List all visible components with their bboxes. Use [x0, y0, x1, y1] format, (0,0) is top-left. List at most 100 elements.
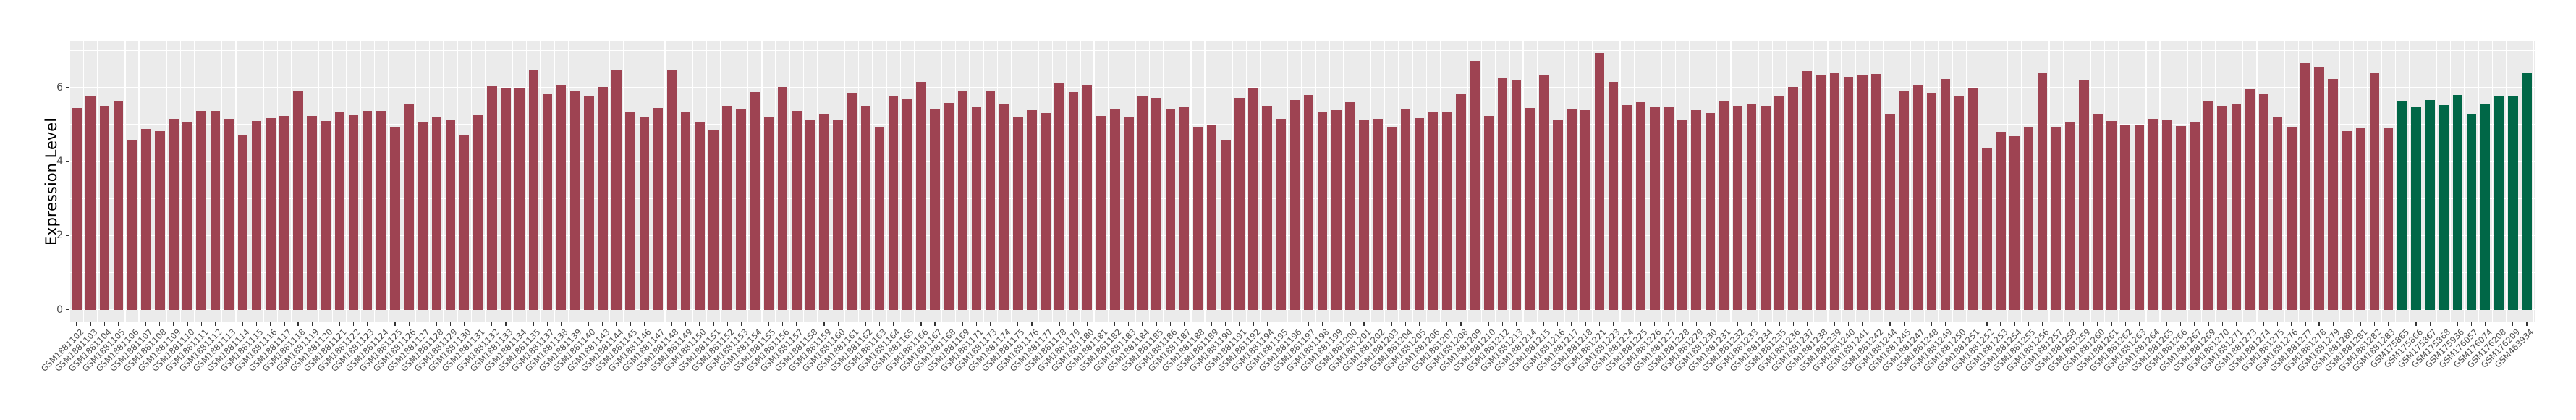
bar	[944, 102, 954, 310]
vertical-gridline	[443, 41, 444, 322]
x-tick-mark	[2373, 322, 2376, 326]
x-tick-mark	[1211, 322, 1213, 326]
bar	[431, 116, 442, 310]
vertical-gridline	[1868, 41, 1870, 322]
x-tick-mark	[2111, 322, 2112, 326]
x-tick-mark	[464, 322, 465, 326]
vertical-gridline	[235, 41, 237, 322]
bar	[2148, 119, 2158, 310]
x-tick-mark	[1640, 322, 1642, 326]
vertical-gridline	[761, 41, 763, 322]
bar	[2023, 127, 2034, 310]
vertical-gridline	[2242, 41, 2244, 322]
bar	[2245, 89, 2255, 310]
vertical-gridline	[138, 41, 140, 322]
vertical-gridline	[1398, 41, 1399, 322]
bar	[2287, 127, 2297, 310]
y-tick-mark	[65, 87, 69, 88]
major-gridline	[69, 86, 2535, 88]
bar	[1331, 110, 1342, 310]
bar	[2425, 99, 2435, 310]
x-tick-mark	[1072, 322, 1074, 326]
bar	[376, 110, 386, 310]
vertical-gridline	[1716, 41, 1718, 322]
vertical-gridline	[2491, 41, 2493, 322]
x-tick-mark	[643, 322, 645, 326]
x-tick-mark	[2083, 322, 2085, 326]
vertical-gridline	[318, 41, 320, 322]
bar	[2064, 122, 2075, 310]
x-tick-mark	[878, 322, 881, 326]
bar	[348, 115, 359, 310]
vertical-gridline	[816, 41, 818, 322]
vertical-gridline	[387, 41, 389, 322]
bar	[1940, 78, 1951, 310]
x-tick-mark	[1709, 322, 1711, 326]
x-tick-mark	[103, 322, 105, 326]
x-tick-mark	[740, 322, 742, 326]
bar	[1414, 118, 1425, 310]
vertical-gridline	[1315, 41, 1316, 322]
vertical-gridline	[2339, 41, 2341, 322]
bar	[639, 117, 650, 310]
bar	[2411, 107, 2421, 310]
bar	[1816, 75, 1826, 310]
bar	[501, 87, 511, 310]
bar	[695, 122, 705, 310]
vertical-gridline	[1107, 41, 1109, 322]
vertical-gridline	[996, 41, 998, 322]
x-tick-mark	[699, 322, 700, 326]
vertical-gridline	[719, 41, 721, 322]
bar	[1400, 109, 1411, 310]
x-tick-mark	[1404, 322, 1407, 326]
vertical-gridline	[124, 41, 126, 322]
x-tick-mark	[1128, 322, 1130, 326]
vertical-gridline	[1439, 41, 1441, 322]
x-tick-mark	[1515, 322, 1517, 326]
bar	[1622, 105, 1632, 310]
vertical-gridline	[802, 41, 804, 322]
bar	[1206, 124, 1217, 310]
bar	[1054, 83, 1064, 310]
vertical-gridline	[69, 41, 71, 322]
bar	[1179, 107, 1190, 310]
vertical-gridline	[775, 41, 776, 322]
vertical-gridline	[1052, 41, 1054, 322]
bar	[2051, 127, 2062, 310]
bar	[985, 91, 996, 310]
bar	[2272, 117, 2283, 310]
x-tick-mark	[491, 322, 493, 326]
x-tick-mark	[1931, 322, 1932, 326]
vertical-gridline	[1855, 41, 1856, 322]
bar	[1041, 113, 1051, 310]
vertical-gridline	[484, 41, 486, 322]
bar	[1262, 106, 1272, 310]
vertical-gridline	[82, 41, 85, 322]
x-tick-mark	[1239, 322, 1240, 326]
x-tick-mark	[1944, 322, 1946, 326]
x-tick-mark	[1751, 322, 1753, 326]
bar	[2342, 130, 2352, 310]
bar	[860, 106, 871, 310]
bar	[1456, 93, 1466, 310]
x-tick-mark	[145, 322, 147, 326]
bar	[1124, 116, 1134, 310]
bar	[1082, 85, 1093, 310]
vertical-gridline	[2505, 41, 2507, 322]
vertical-gridline	[1536, 41, 1538, 322]
vertical-gridline	[1384, 41, 1386, 322]
x-tick-mark	[823, 322, 825, 326]
vertical-gridline	[1813, 41, 1815, 322]
bar	[1705, 113, 1716, 310]
bar	[2355, 128, 2366, 310]
bar	[2106, 120, 2117, 310]
x-tick-mark	[1460, 322, 1462, 326]
vertical-gridline	[1148, 41, 1151, 322]
bar	[2480, 104, 2491, 310]
bar	[237, 134, 248, 310]
bar	[1899, 91, 1909, 310]
bar	[888, 95, 899, 310]
vertical-gridline	[1689, 41, 1690, 322]
bar	[1373, 119, 1383, 310]
